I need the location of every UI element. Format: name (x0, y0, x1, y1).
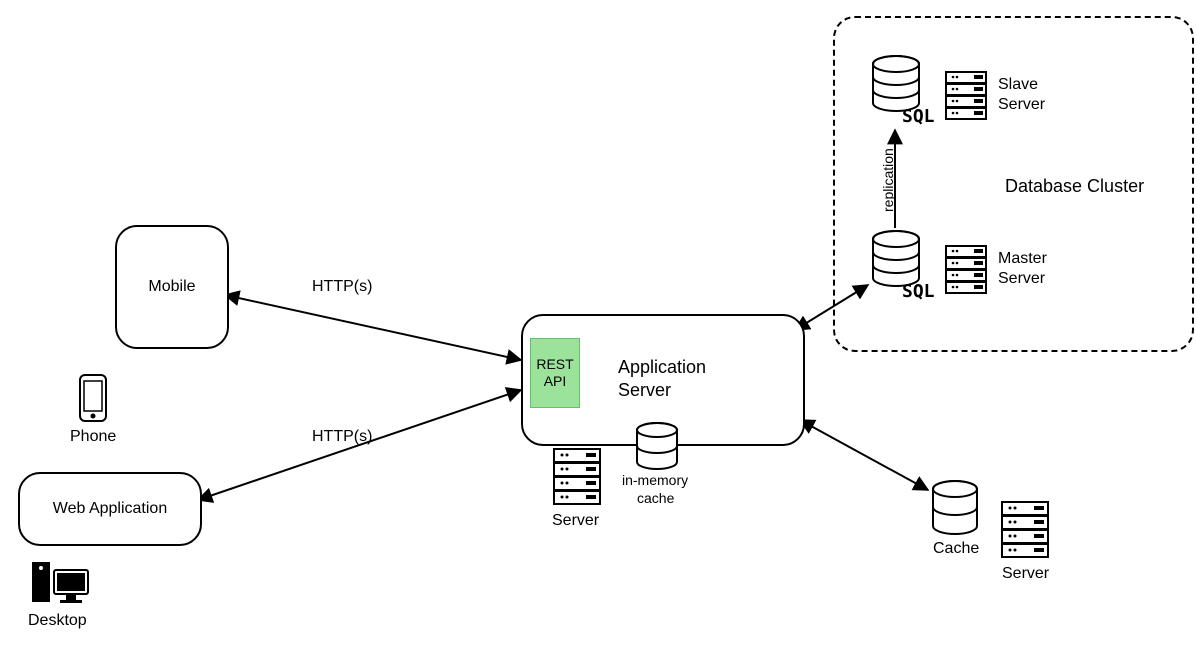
phone-icon (78, 373, 108, 423)
rest-api-box: REST API (530, 338, 580, 408)
inmem-label-1: in-memory (622, 472, 688, 488)
slave-server-rack-icon (944, 70, 988, 122)
cache-server-label: Server (1002, 565, 1049, 583)
phone-label: Phone (70, 428, 116, 446)
master-label-1: Master (998, 250, 1047, 268)
slave-label-2: Server (998, 96, 1045, 114)
master-server-rack-icon (944, 244, 988, 296)
appserver-label-1: Application (618, 357, 706, 377)
node-mobile-label: Mobile (148, 278, 195, 296)
rest-api-label-1: REST (536, 356, 573, 372)
architecture-diagram: { "type": "architecture-diagram", "canva… (0, 0, 1197, 659)
appserver-label-2: Server (618, 380, 671, 400)
db-cluster-label: Database Cluster (1005, 176, 1144, 197)
appserver-icon-label: Server (552, 512, 599, 530)
edge-appserver-cache (800, 420, 928, 490)
edge-label-http2: HTTP(s) (312, 428, 372, 446)
cache-label: Cache (933, 540, 979, 558)
slave-sql-label: SQL (902, 106, 935, 127)
rest-api-label-2: API (544, 373, 567, 389)
inmemory-cache-icon (635, 422, 679, 470)
master-sql-label: SQL (902, 281, 935, 302)
edge-label-http1: HTTP(s) (312, 278, 372, 296)
edge-label-replication: replication (880, 148, 896, 212)
cache-server-rack-icon (1000, 500, 1050, 560)
server-rack-icon (552, 447, 602, 507)
desktop-label: Desktop (28, 612, 87, 630)
node-webapp: Web Application (18, 472, 202, 546)
slave-label-1: Slave (998, 76, 1038, 94)
node-webapp-label: Web Application (53, 500, 167, 518)
inmem-label-2: cache (637, 490, 674, 506)
edge-mobile-appserver (225, 295, 521, 360)
cache-db-icon (930, 480, 980, 536)
master-label-2: Server (998, 270, 1045, 288)
node-mobile: Mobile (115, 225, 229, 349)
desktop-icon (30, 560, 90, 608)
